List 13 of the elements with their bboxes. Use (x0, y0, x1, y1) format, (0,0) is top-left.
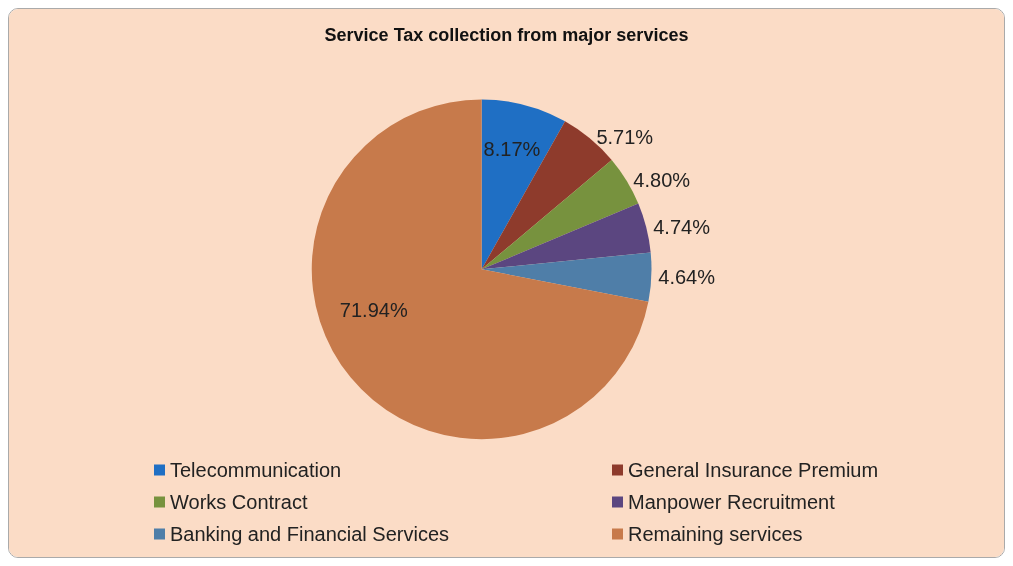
chart-title: Service Tax collection from major services (324, 25, 689, 45)
legend-label: Works Contract (170, 491, 308, 513)
data-label: 71.94% (339, 299, 408, 322)
legend-label: Telecommunication (170, 459, 342, 481)
data-label: 4.74% (653, 216, 711, 239)
legend-label: Manpower Recruitment (628, 491, 836, 513)
data-label: 4.64% (658, 266, 716, 289)
data-label: 8.17% (483, 138, 541, 161)
legend-label: General Insurance Premium (628, 459, 879, 481)
legend-label: Remaining services (628, 523, 803, 545)
legend-label: Banking and Financial Services (170, 523, 450, 545)
data-label: 4.80% (633, 168, 691, 191)
data-label: 5.71% (596, 126, 654, 149)
